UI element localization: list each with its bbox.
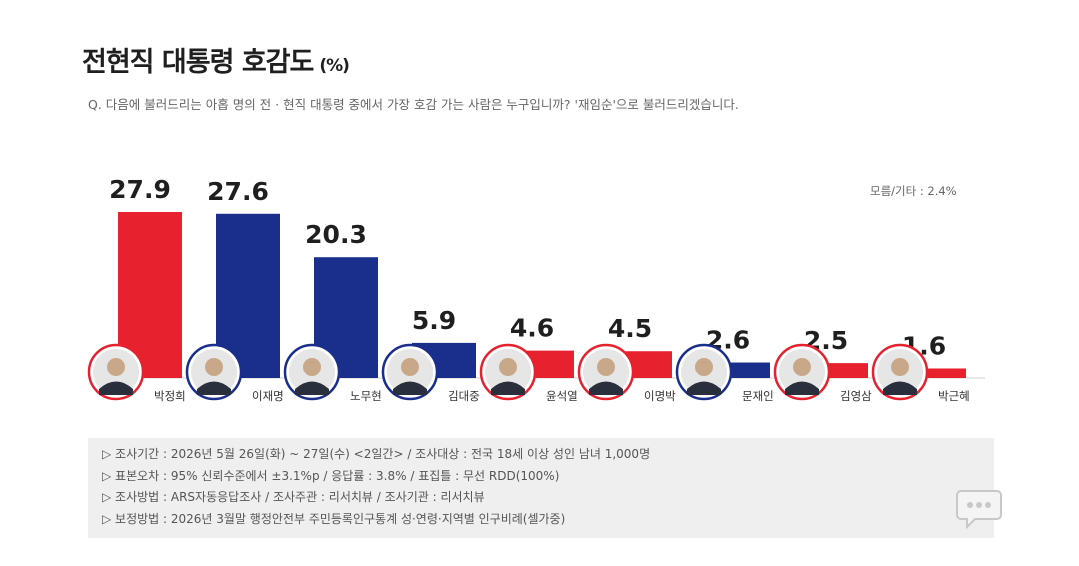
category-label-1: 이재명 (252, 389, 284, 403)
portrait-body-icon-7 (785, 381, 819, 395)
portrait-face-icon-3 (401, 358, 419, 376)
category-label-8: 박근혜 (938, 389, 970, 403)
portrait-body-icon-6 (687, 381, 721, 395)
footer-line-method: ▷ 조사방법 : ARS자동응답조사 / 조사주관 : 리서치뷰 / 조사기관 … (102, 490, 485, 504)
portrait-3 (381, 343, 439, 401)
portrait-body-icon-3 (393, 381, 427, 395)
chart-title-text: 전현직 대통령 호감도 (82, 47, 314, 78)
portrait-face-icon-0 (107, 358, 125, 376)
data-label-3: 5.9 (412, 306, 456, 335)
category-label-5: 이명박 (644, 389, 676, 403)
portrait-body-icon-4 (491, 381, 525, 395)
portrait-6 (675, 343, 733, 401)
category-label-7: 김영삼 (840, 389, 872, 403)
category-label-2: 노무현 (350, 389, 382, 403)
portrait-body-icon-2 (295, 381, 329, 395)
chart-title: 전현직 대통령 호감도 (%) (82, 40, 350, 79)
bar-8 (902, 368, 966, 378)
portrait-face-icon-7 (793, 358, 811, 376)
portrait-0 (87, 343, 145, 401)
portrait-1 (185, 343, 243, 401)
footer-line-error: ▷ 표본오차 : 95% 신뢰수준에서 ±3.1%p / 응답률 : 3.8% … (102, 468, 560, 483)
data-label-2: 20.3 (305, 220, 367, 249)
portrait-4 (479, 343, 537, 401)
portrait-face-icon-2 (303, 358, 321, 376)
category-label-4: 윤석열 (546, 389, 578, 403)
portrait-face-icon-1 (205, 358, 223, 376)
category-label-6: 문재인 (742, 389, 774, 403)
portrait-face-icon-8 (891, 358, 909, 376)
portrait-face-icon-6 (695, 358, 713, 376)
data-label-4: 4.6 (510, 314, 554, 343)
portrait-body-icon-1 (197, 381, 231, 395)
category-label-0: 박정희 (154, 389, 186, 403)
portrait-body-icon-8 (883, 381, 917, 395)
portrait-7 (773, 343, 831, 401)
data-label-1: 27.6 (207, 177, 269, 206)
portrait-body-icon-0 (99, 381, 133, 395)
survey-question: Q. 다음에 불러드리는 아홉 명의 전 · 현직 대통령 중에서 가장 호감 … (88, 97, 739, 112)
footer-line-period: ▷ 조사기간 : 2026년 5월 26일(화) ~ 27일(수) <2일간> … (102, 447, 651, 461)
category-label-3: 김대중 (448, 389, 480, 403)
data-label-5: 4.5 (608, 314, 652, 343)
portrait-face-icon-5 (597, 358, 615, 376)
survey-methodology-box: ▷ 조사기간 : 2026년 5월 26일(화) ~ 27일(수) <2일간> … (88, 438, 994, 538)
footer-line-weighting: ▷ 보정방법 : 2026년 3월말 행정안전부 주민등록인구통계 성·연령·지… (102, 511, 566, 526)
chart-title-unit: (%) (319, 56, 350, 76)
other-response-note: 모름/기타 : 2.4% (870, 184, 957, 198)
portrait-8 (871, 343, 929, 401)
portrait-2 (283, 343, 341, 401)
chat-bubble-icon[interactable] (955, 487, 1003, 531)
portrait-5 (577, 343, 635, 401)
portrait-body-icon-5 (589, 381, 623, 395)
data-label-0: 27.9 (109, 175, 171, 204)
portrait-face-icon-4 (499, 358, 517, 376)
bar-chart: 27.9박정희27.6이재명20.3노무현5.9김대중4.6윤석열4.5이명박2… (87, 175, 985, 403)
